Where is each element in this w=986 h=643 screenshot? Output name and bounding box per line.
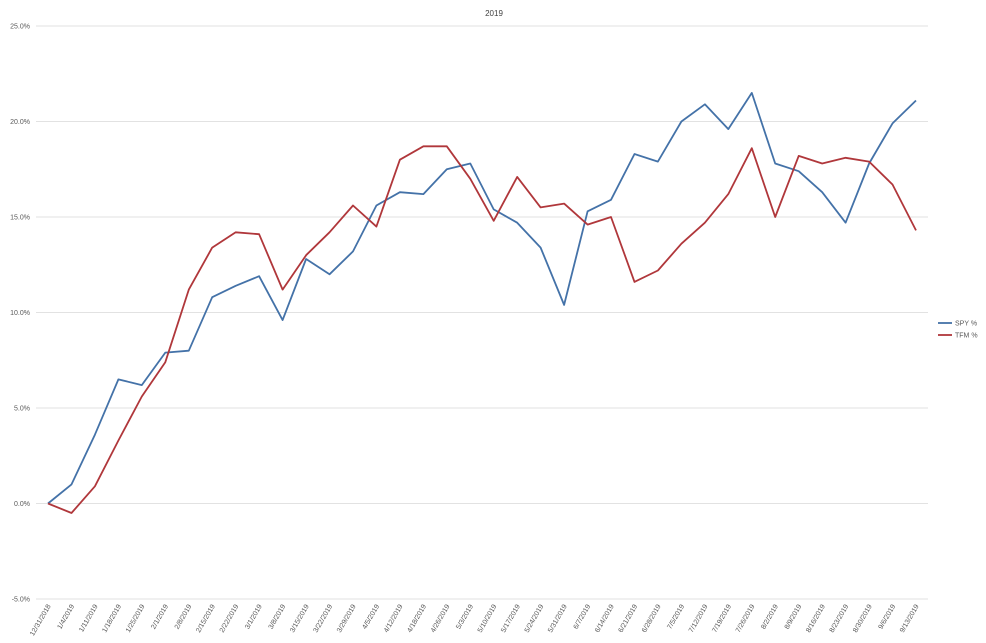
y-tick-label: 10.0% [10,310,30,317]
y-tick-label: 0.0% [14,501,30,508]
legend-label: SPY % [955,321,977,328]
y-tick-label: 20.0% [10,119,30,126]
series-line-1 [47,145,917,514]
y-tick-label: -5.0% [12,597,30,604]
gridlines [36,25,928,600]
legend: SPY % TFM % [938,321,978,340]
series-line-0 [47,92,917,505]
y-tick-label: 25.0% [10,24,30,31]
y-axis-tick-labels: -5.0% 0.0% 5.0% 10.0% 15.0% 20.0% 25.0% [10,24,30,604]
y-tick-label: 5.0% [14,406,30,413]
legend-label: TFM % [955,333,978,340]
series-lines [47,92,917,514]
chart-title: 2019 [485,9,503,18]
y-tick-label: 15.0% [10,215,30,222]
